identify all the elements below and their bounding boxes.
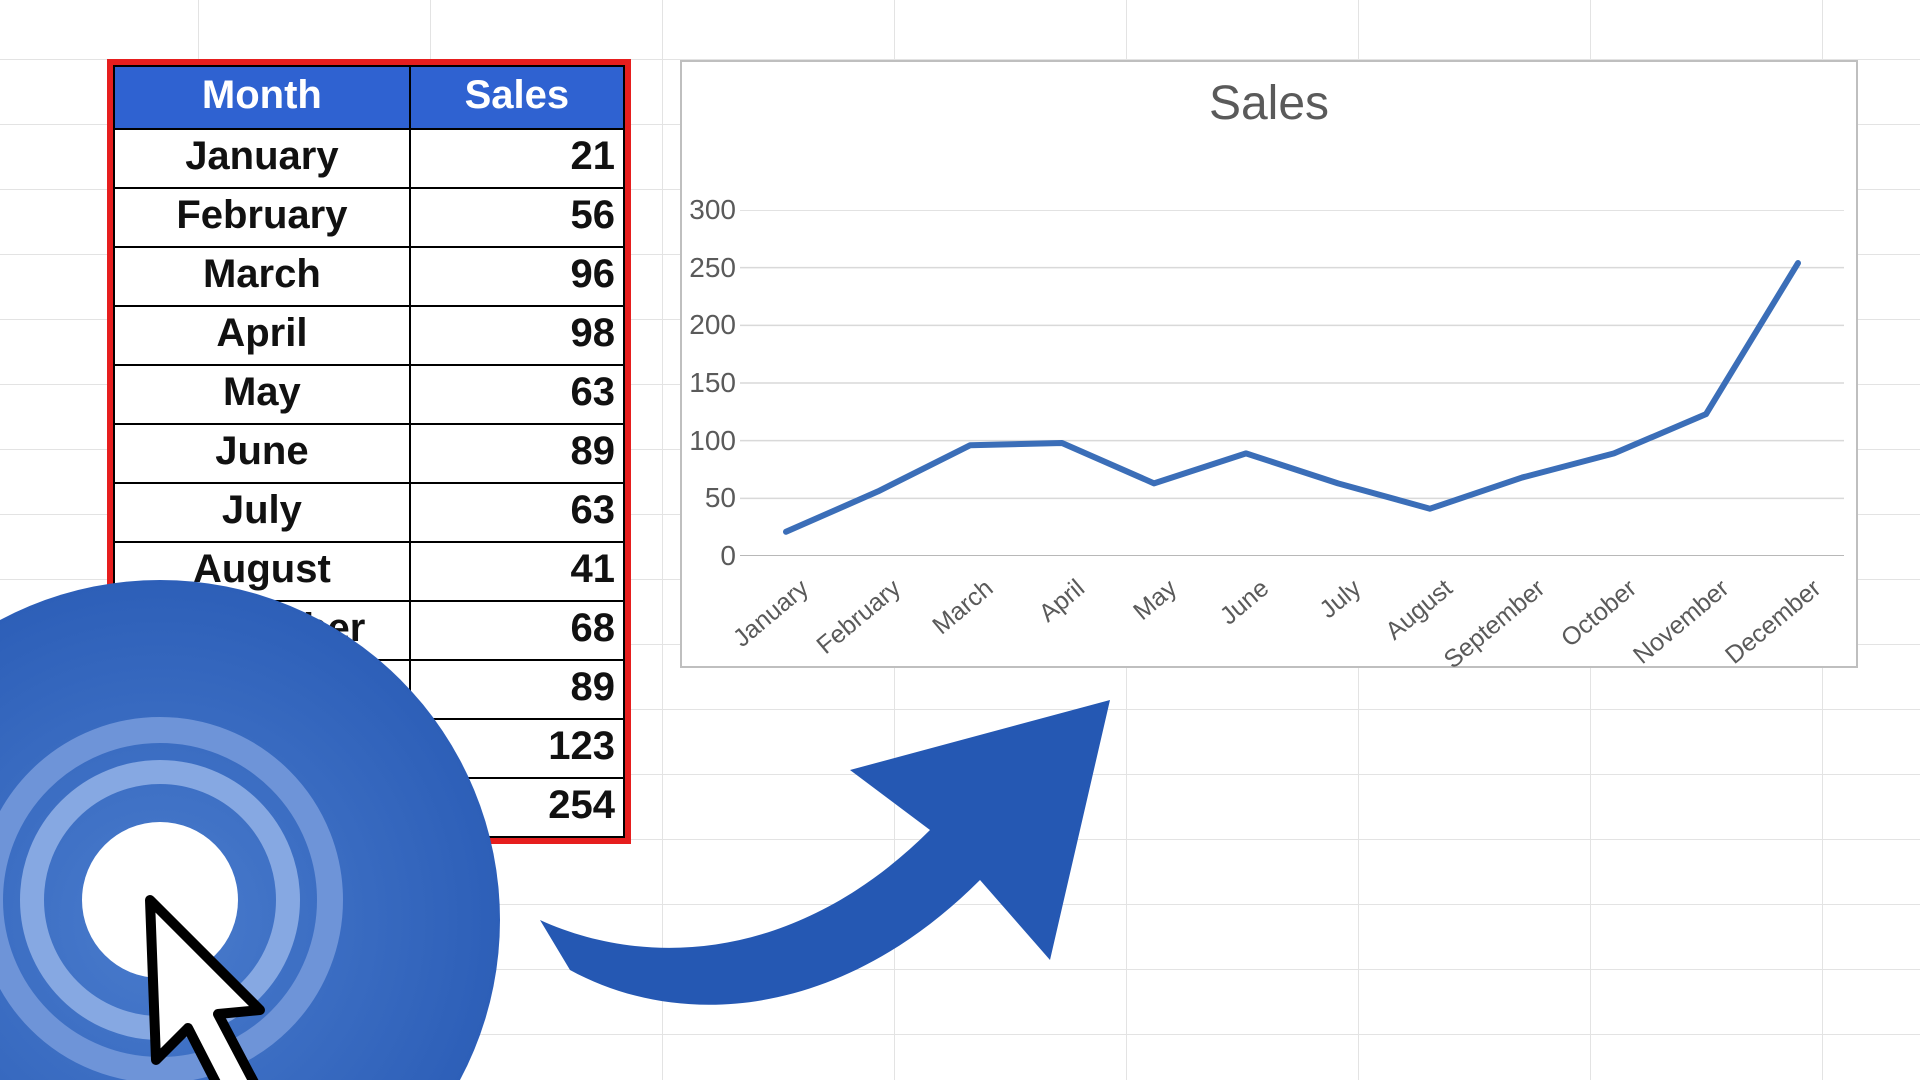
y-tick-label: 200 [689, 309, 736, 341]
x-tick-label: November [1628, 574, 1735, 670]
x-tick-label: December [1720, 574, 1827, 670]
chart-title: Sales [682, 62, 1856, 137]
y-tick-label: 0 [720, 540, 736, 572]
table-row[interactable]: February56 [114, 188, 624, 247]
x-tick-label: August [1380, 574, 1458, 646]
cell-sales[interactable]: 63 [410, 483, 624, 542]
table-row[interactable]: July63 [114, 483, 624, 542]
x-tick-label: May [1128, 574, 1183, 627]
y-tick-label: 250 [689, 252, 736, 284]
cell-month[interactable]: March [114, 247, 410, 306]
sales-line-chart[interactable]: Sales 0 50 100 150 200 250 300 JanuaryFebruary… [680, 60, 1858, 668]
y-tick-label: 300 [689, 194, 736, 226]
x-tick-label: February [811, 574, 906, 661]
col-header-sales[interactable]: Sales [410, 66, 624, 129]
y-tick-label: 150 [689, 367, 736, 399]
plot-area [740, 210, 1844, 556]
cell-month[interactable]: July [114, 483, 410, 542]
x-tick-label: September [1439, 574, 1551, 675]
y-tick-label: 100 [689, 425, 736, 457]
cell-sales[interactable]: 63 [410, 365, 624, 424]
table-row[interactable]: June89 [114, 424, 624, 483]
table-row[interactable]: May63 [114, 365, 624, 424]
cell-month[interactable]: May [114, 365, 410, 424]
cell-sales[interactable]: 21 [410, 129, 624, 188]
x-tick-label: July [1314, 574, 1367, 625]
col-header-month[interactable]: Month [114, 66, 410, 129]
cell-sales[interactable]: 96 [410, 247, 624, 306]
cell-month[interactable]: January [114, 129, 410, 188]
click-cursor-logo-icon [0, 580, 500, 1080]
arrow-icon [540, 660, 1160, 1040]
x-tick-label: April [1034, 574, 1091, 628]
cell-month[interactable]: June [114, 424, 410, 483]
x-tick-label: June [1215, 574, 1275, 631]
y-axis-labels: 050100150200250300 [682, 210, 736, 556]
table-header-row: Month Sales [114, 66, 624, 129]
cell-sales[interactable]: 89 [410, 424, 624, 483]
x-tick-label: March [927, 574, 999, 641]
x-axis-labels: JanuaryFebruaryMarchAprilMayJuneJulyAugu… [740, 562, 1844, 672]
cell-month[interactable]: April [114, 306, 410, 365]
y-tick-label: 50 [705, 482, 736, 514]
cell-sales[interactable]: 98 [410, 306, 624, 365]
x-tick-label: October [1556, 574, 1643, 653]
x-tick-label: January [728, 574, 815, 653]
table-row[interactable]: January21 [114, 129, 624, 188]
cell-month[interactable]: February [114, 188, 410, 247]
cell-sales[interactable]: 56 [410, 188, 624, 247]
table-row[interactable]: March96 [114, 247, 624, 306]
table-row[interactable]: April98 [114, 306, 624, 365]
